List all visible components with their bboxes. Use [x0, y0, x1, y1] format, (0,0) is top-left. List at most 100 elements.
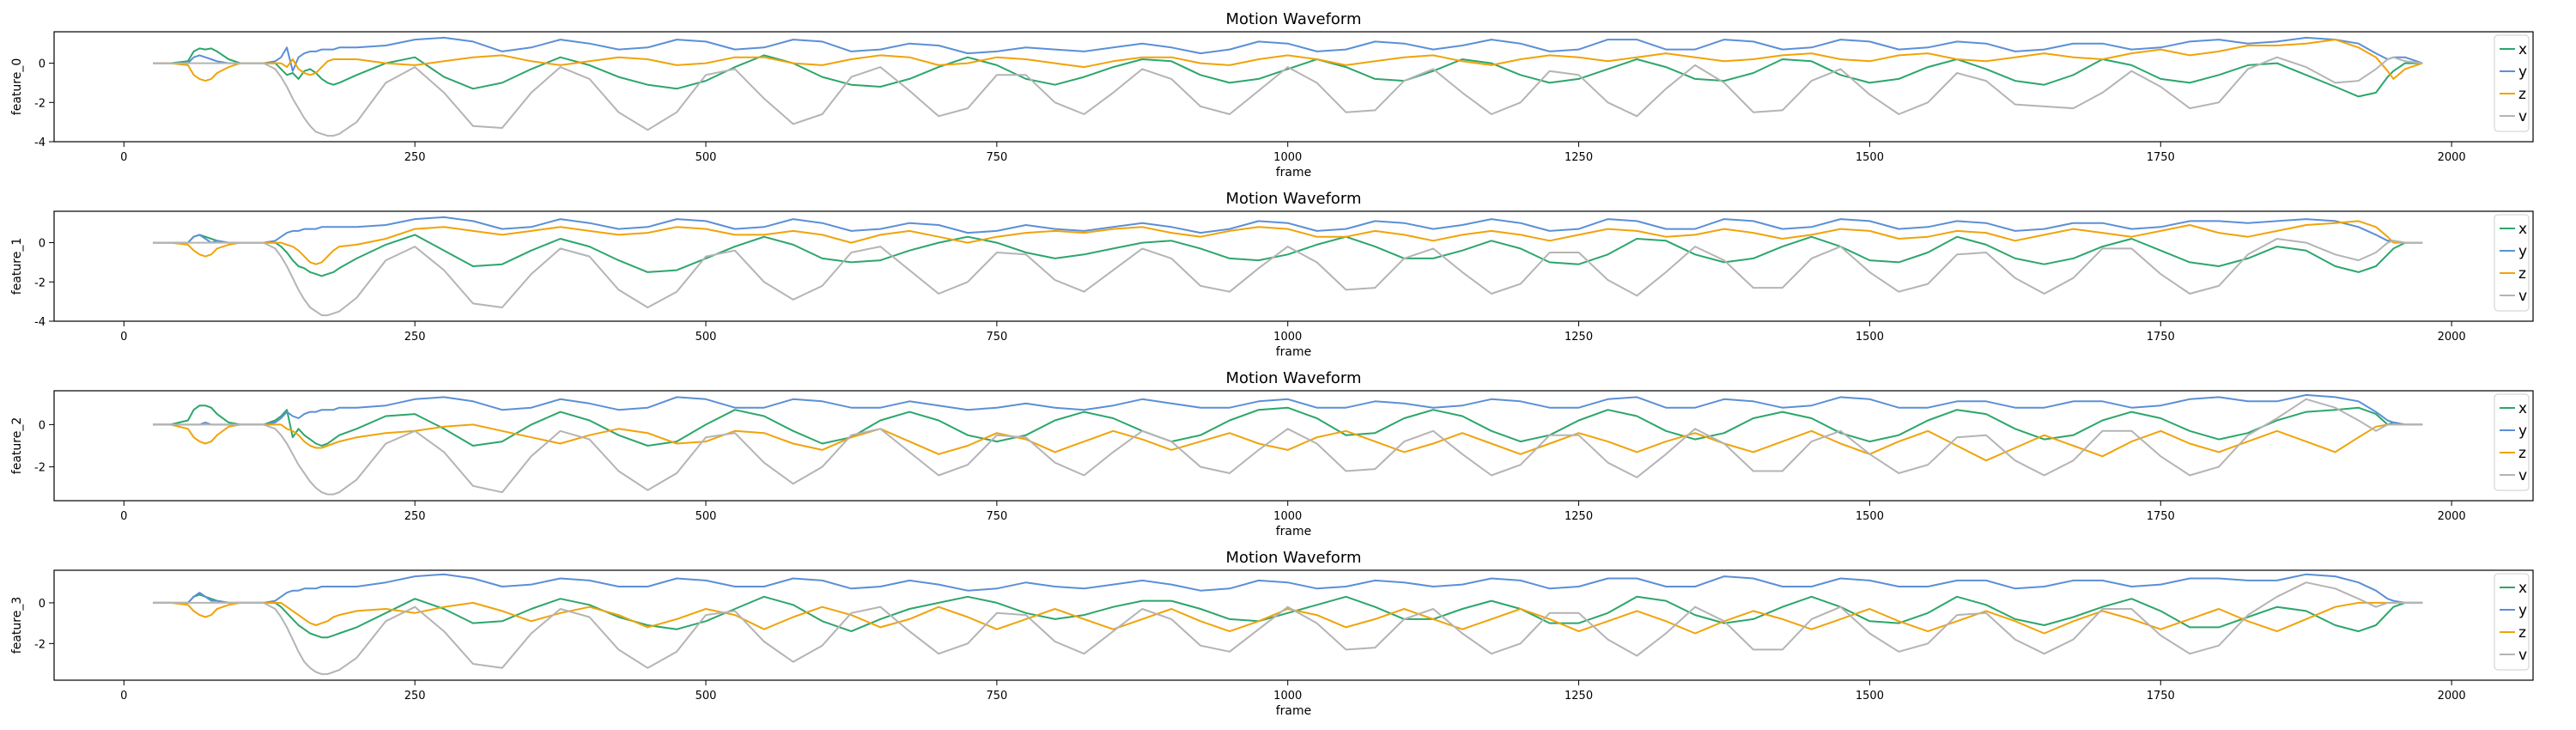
- x-tick-label: 1250: [1564, 151, 1593, 164]
- x-tick-label: 1500: [1856, 151, 1884, 164]
- chart-title: Motion Waveform: [1225, 549, 1361, 567]
- legend-label-x: x: [2518, 221, 2527, 238]
- x-tick-label: 1000: [1273, 510, 1302, 523]
- y-tick-label: 0: [39, 419, 46, 432]
- chart-title: Motion Waveform: [1225, 10, 1361, 28]
- legend-label-y: y: [2518, 64, 2527, 81]
- series-line-y: [153, 36, 2423, 72]
- x-tick-label: 1500: [1856, 690, 1884, 703]
- legend-label-z: z: [2518, 445, 2526, 462]
- legend-box: [2494, 214, 2530, 312]
- axes-frame: [53, 569, 2534, 681]
- series-line-x: [153, 234, 2423, 277]
- x-tick-label: 1000: [1273, 151, 1302, 164]
- chart-title: Motion Waveform: [1225, 190, 1361, 208]
- x-axis-label: frame: [1276, 525, 1312, 538]
- x-tick-label: 1000: [1273, 331, 1302, 344]
- legend-label-v: v: [2518, 288, 2527, 305]
- x-tick-label: 0: [120, 690, 127, 703]
- legend-label-z: z: [2518, 624, 2526, 642]
- x-tick-label: 1500: [1856, 510, 1884, 523]
- y-tick-label: -4: [34, 316, 46, 329]
- chart-title: Motion Waveform: [1225, 369, 1361, 387]
- series-line-v: [153, 238, 2423, 317]
- legend-label-v: v: [2518, 108, 2527, 125]
- x-tick-label: 750: [986, 510, 1007, 523]
- series-line-v: [153, 581, 2423, 675]
- legend-label-v: v: [2518, 467, 2527, 484]
- legend-label-z: z: [2518, 86, 2526, 103]
- x-tick-label: 0: [120, 331, 127, 344]
- x-tick-label: 2000: [2438, 510, 2466, 523]
- y-tick-label: -2: [34, 277, 46, 289]
- x-tick-label: 1250: [1564, 690, 1593, 703]
- y-tick-label: -4: [34, 137, 46, 149]
- legend-label-y: y: [2518, 423, 2527, 440]
- subplot-3: Motion Waveform 0 250 500 750 1000 1250 1500 175…: [10, 549, 2534, 718]
- x-tick-label: 250: [404, 151, 426, 164]
- x-tick-label: 0: [120, 510, 127, 523]
- series-line-z: [153, 601, 2423, 635]
- series-line-z: [153, 220, 2423, 265]
- subplot-1: Motion Waveform 0 250 500 750 1000 1250 1500 175…: [10, 190, 2534, 359]
- y-tick-label: -2: [34, 97, 46, 110]
- x-tick-label: 500: [696, 151, 717, 164]
- x-tick-label: 250: [404, 331, 426, 344]
- legend-label-x: x: [2518, 41, 2527, 58]
- x-tick-label: 750: [986, 331, 1007, 344]
- y-tick-label: 0: [39, 598, 46, 611]
- axes-frame: [53, 390, 2534, 502]
- series-line-z: [153, 39, 2423, 82]
- x-axis-label: frame: [1276, 166, 1312, 179]
- y-tick-label: -2: [34, 462, 46, 475]
- y-axis-label: feature_2: [10, 417, 24, 474]
- x-tick-label: 750: [986, 151, 1007, 164]
- x-axis-label: frame: [1276, 345, 1312, 359]
- x-tick-label: 1250: [1564, 331, 1593, 344]
- x-tick-label: 1750: [2147, 331, 2175, 344]
- x-tick-label: 1750: [2147, 690, 2175, 703]
- x-tick-label: 1250: [1564, 510, 1593, 523]
- subplot-2: Motion Waveform 0 250 500 750 1000 1250 1500 175…: [10, 369, 2534, 538]
- legend-label-x: x: [2518, 400, 2527, 417]
- y-axis-label: feature_0: [10, 58, 24, 115]
- x-tick-label: 250: [404, 510, 426, 523]
- legend-label-y: y: [2518, 243, 2527, 260]
- series-line-v: [153, 56, 2423, 137]
- x-tick-label: 1750: [2147, 510, 2175, 523]
- series-line-x: [153, 593, 2423, 639]
- legend-label-z: z: [2518, 265, 2526, 283]
- series-line-z: [153, 423, 2423, 462]
- x-tick-label: 0: [120, 151, 127, 164]
- series-line-v: [153, 398, 2423, 496]
- axes-frame: [53, 210, 2534, 322]
- legend-label-x: x: [2518, 580, 2527, 597]
- subplot-0: Motion Waveform 0 250 500 750 1000 1250 1500 175…: [10, 10, 2534, 179]
- y-tick-label: 0: [39, 238, 46, 251]
- legend-label-v: v: [2518, 647, 2527, 664]
- legend-box: [2494, 34, 2530, 132]
- legend-label-y: y: [2518, 602, 2527, 619]
- x-tick-label: 500: [696, 331, 717, 344]
- x-tick-label: 2000: [2438, 331, 2466, 344]
- x-tick-label: 1500: [1856, 331, 1884, 344]
- series-line-x: [153, 405, 2423, 447]
- y-axis-label: feature_1: [10, 238, 24, 295]
- x-tick-label: 250: [404, 690, 426, 703]
- series-line-y: [153, 216, 2423, 244]
- x-tick-label: 1000: [1273, 690, 1302, 703]
- x-tick-label: 2000: [2438, 690, 2466, 703]
- y-tick-label: -2: [34, 638, 46, 651]
- x-tick-label: 500: [696, 690, 717, 703]
- x-tick-label: 1750: [2147, 151, 2175, 164]
- x-tick-label: 500: [696, 510, 717, 523]
- series-line-x: [153, 47, 2423, 98]
- x-tick-label: 750: [986, 690, 1007, 703]
- series-line-y: [153, 573, 2423, 604]
- y-axis-label: feature_3: [10, 597, 24, 654]
